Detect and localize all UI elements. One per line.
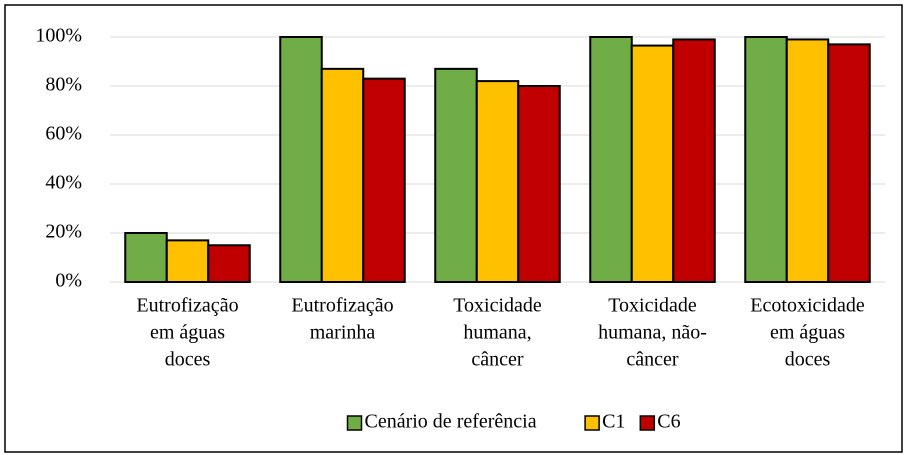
x-tick-label: doces: [785, 349, 831, 371]
bar: [672, 38, 716, 284]
bar: [475, 80, 520, 283]
bar: [785, 38, 830, 284]
legend-swatch: [584, 415, 600, 431]
bar: [589, 36, 633, 283]
x-tick-label: doces: [165, 349, 211, 371]
legend-label: C1: [602, 411, 625, 433]
legend-swatch: [346, 415, 363, 431]
x-tick-label: Ecotoxicidade: [750, 295, 865, 317]
x-tick-label: humana, não-: [598, 322, 707, 344]
bar: [207, 244, 251, 283]
x-tick-label: em águas: [770, 322, 845, 344]
bar: [362, 77, 406, 284]
y-tick-label: 100%: [35, 25, 82, 47]
bar: [165, 239, 210, 284]
y-tick-label: 20%: [45, 221, 82, 243]
x-tick-label: humana,: [463, 322, 531, 344]
x-tick-label: Eutrofização: [291, 295, 393, 317]
y-tick-label: 0%: [55, 270, 82, 292]
y-tick-label: 40%: [45, 172, 82, 194]
legend-label: C6: [657, 411, 680, 433]
legend-label: Cenário de referência: [365, 411, 537, 433]
bar: [517, 85, 561, 283]
x-tick-label: câncer: [626, 349, 679, 371]
x-tick-label: marinha: [310, 322, 376, 344]
y-tick-label: 60%: [45, 123, 82, 145]
x-tick-label: Eutrofização: [136, 295, 238, 317]
x-tick-label: Toxicidade: [453, 295, 542, 317]
x-tick-label: câncer: [471, 349, 524, 371]
bar: [279, 36, 323, 283]
bar: [124, 232, 168, 283]
legend-swatch: [639, 415, 656, 431]
x-tick-label: em águas: [150, 322, 225, 344]
y-tick-label: 80%: [45, 74, 82, 96]
bar: [320, 67, 365, 283]
bar: [744, 36, 788, 283]
bar: [630, 44, 675, 284]
bar: [434, 67, 478, 283]
x-tick-label: Toxicidade: [608, 295, 697, 317]
bar: [827, 43, 871, 283]
